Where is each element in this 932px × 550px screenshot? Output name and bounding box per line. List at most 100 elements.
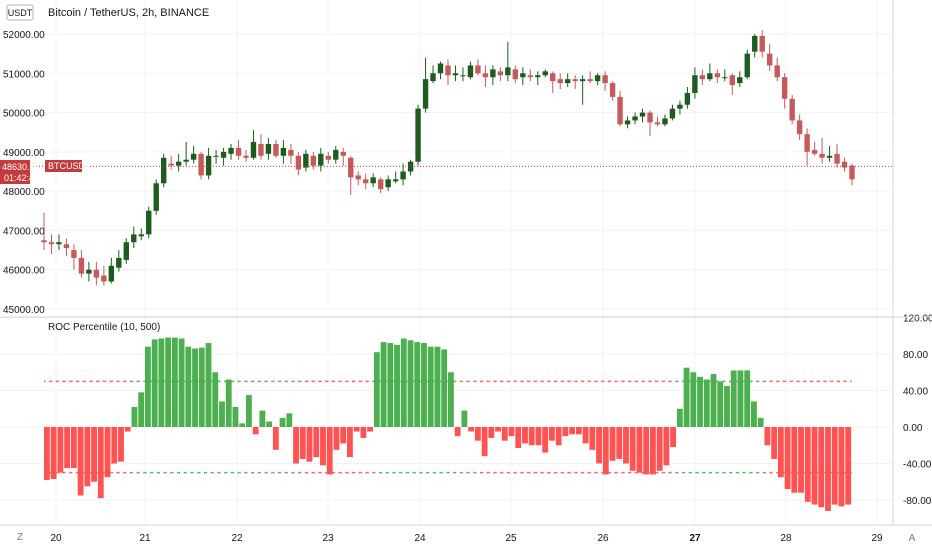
candle[interactable] (669, 104, 676, 121)
histogram-bar[interactable] (239, 423, 246, 427)
histogram-bar[interactable] (831, 427, 838, 505)
histogram-bar[interactable] (97, 427, 104, 499)
histogram-bar[interactable] (697, 376, 703, 427)
histogram-bar[interactable] (373, 352, 380, 427)
candle[interactable] (542, 69, 548, 78)
histogram-bar[interactable] (791, 427, 798, 493)
candle[interactable] (587, 71, 593, 84)
candle[interactable] (280, 140, 287, 164)
histogram-bar[interactable] (448, 372, 454, 427)
histogram-bar[interactable] (279, 417, 286, 427)
histogram-bar[interactable] (798, 427, 804, 493)
candle[interactable] (228, 144, 234, 160)
histogram-bar[interactable] (710, 374, 717, 427)
candle[interactable] (437, 61, 444, 80)
candle[interactable] (430, 65, 436, 84)
candle[interactable] (647, 110, 653, 137)
histogram-bar[interactable] (468, 427, 475, 432)
candle[interactable] (684, 87, 691, 109)
candle[interactable] (101, 265, 107, 286)
histogram-bar[interactable] (198, 347, 205, 427)
candle[interactable] (310, 151, 317, 170)
histogram-bar[interactable] (481, 427, 488, 457)
histogram-bar[interactable] (158, 338, 165, 427)
candle[interactable] (707, 63, 713, 82)
histogram-bar[interactable] (495, 427, 501, 432)
candle[interactable] (131, 226, 137, 249)
candle[interactable] (744, 49, 750, 80)
histogram-bar[interactable] (77, 427, 84, 496)
histogram-bar[interactable] (306, 427, 313, 462)
histogram-bar[interactable] (421, 343, 427, 427)
histogram-bar[interactable] (299, 427, 306, 459)
histogram-bar[interactable] (683, 367, 690, 427)
histogram-bar[interactable] (441, 349, 448, 427)
histogram-bar[interactable] (266, 421, 273, 427)
histogram-bar[interactable] (488, 427, 495, 438)
histogram-bar[interactable] (582, 427, 589, 444)
candle[interactable] (722, 69, 728, 82)
histogram-bar[interactable] (549, 427, 555, 441)
candle[interactable] (677, 100, 683, 115)
candle[interactable] (363, 173, 369, 190)
histogram-bar[interactable] (138, 392, 145, 427)
candle[interactable] (198, 151, 204, 180)
candle[interactable] (71, 244, 77, 270)
histogram-bar[interactable] (629, 427, 636, 471)
histogram-bar[interactable] (555, 427, 562, 446)
histogram-bar[interactable] (414, 342, 421, 427)
histogram-bar[interactable] (609, 427, 616, 461)
candle[interactable] (774, 57, 780, 82)
histogram-bar[interactable] (313, 427, 320, 458)
histogram-bar[interactable] (690, 372, 697, 427)
candle[interactable] (639, 108, 646, 123)
candle[interactable] (565, 73, 571, 88)
histogram-bar[interactable] (528, 427, 535, 446)
histogram-bar[interactable] (427, 346, 434, 427)
candle[interactable] (78, 250, 85, 278)
candle[interactable] (250, 130, 257, 160)
candle[interactable] (796, 114, 803, 141)
histogram-bar[interactable] (737, 370, 744, 427)
currency-button[interactable]: USDT (6, 4, 34, 21)
candle[interactable] (161, 153, 167, 188)
histogram-bar[interactable] (777, 427, 784, 478)
histogram-bar[interactable] (569, 427, 576, 435)
histogram-bar[interactable] (818, 427, 825, 508)
candle[interactable] (213, 149, 219, 164)
candle[interactable] (781, 73, 788, 109)
histogram-bar[interactable] (225, 379, 232, 427)
candle[interactable] (752, 34, 758, 58)
candle[interactable] (86, 261, 92, 282)
histogram-bar[interactable] (333, 427, 340, 450)
price-pane[interactable] (0, 30, 893, 286)
histogram-bar[interactable] (602, 427, 609, 475)
histogram-bar[interactable] (252, 427, 259, 435)
histogram-bar[interactable] (676, 408, 683, 427)
candle[interactable] (385, 175, 391, 192)
candle[interactable] (235, 140, 242, 160)
candle[interactable] (340, 147, 346, 166)
histogram-bar[interactable] (616, 427, 623, 459)
candle[interactable] (789, 94, 795, 125)
candle[interactable] (617, 90, 623, 127)
candle[interactable] (175, 153, 182, 172)
histogram-bar[interactable] (663, 427, 670, 466)
candle[interactable] (108, 257, 115, 284)
histogram-bar[interactable] (670, 427, 677, 448)
candle[interactable] (550, 71, 556, 93)
candle[interactable] (348, 155, 354, 196)
candle[interactable] (258, 134, 264, 160)
histogram-bar[interactable] (407, 340, 414, 427)
histogram-bar[interactable] (596, 427, 602, 464)
histogram-bar[interactable] (650, 427, 656, 475)
histogram-bar[interactable] (353, 427, 360, 432)
histogram-bar[interactable] (246, 395, 252, 427)
histogram-bar[interactable] (575, 427, 582, 435)
histogram-bar[interactable] (360, 427, 367, 438)
timezone-toggle-button[interactable]: Z (17, 532, 23, 543)
candle[interactable] (168, 155, 174, 170)
candle[interactable] (123, 238, 129, 264)
histogram-bar[interactable] (219, 401, 225, 427)
candle[interactable] (407, 159, 414, 176)
